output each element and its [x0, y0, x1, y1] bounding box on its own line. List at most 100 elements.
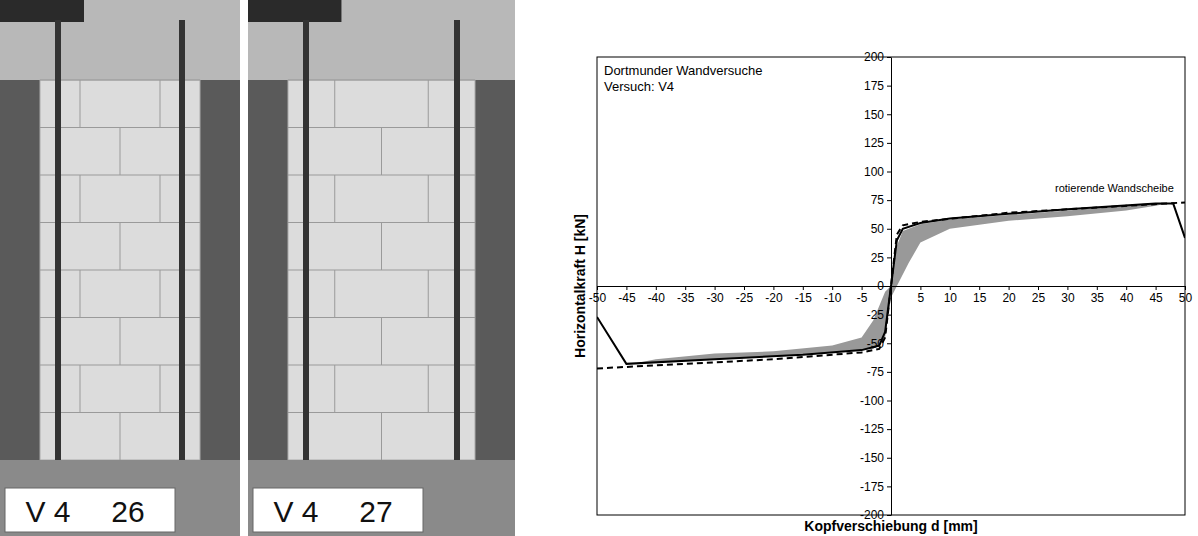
joint [288, 270, 475, 271]
y-tick: 50 [871, 222, 891, 236]
tie-rod [179, 20, 185, 465]
joint [120, 223, 121, 271]
x-tick: -20 [765, 286, 783, 305]
x-tick-mark [685, 286, 686, 290]
y-axis-title: Horizontalkraft H [kN] [572, 214, 588, 358]
joint [80, 80, 81, 128]
x-axis: -50-45-40-35-30-25-20-15-10-551015202530… [589, 286, 1193, 305]
y-tick-mark [887, 57, 891, 58]
y-tick: -50 [867, 337, 891, 351]
wall [40, 80, 200, 460]
joint [80, 175, 81, 223]
card-number: 26 [111, 495, 144, 528]
x-tick: 50 [1179, 286, 1193, 305]
x-tick: 45 [1149, 286, 1163, 305]
joint [160, 175, 161, 223]
x-tick-mark [862, 286, 863, 290]
y-tick-label: -100 [860, 394, 884, 408]
x-tick-label: 15 [973, 291, 987, 305]
y-tick-mark [887, 143, 891, 144]
x-tick-label: -15 [795, 291, 813, 305]
x-tick-label: 20 [1002, 291, 1016, 305]
wall [288, 80, 475, 460]
x-tick-mark [1126, 286, 1127, 290]
x-tick-label: -10 [824, 291, 842, 305]
annotation: rotierende Wandscheibe [1055, 182, 1174, 194]
joint [428, 80, 429, 128]
x-tick-label: -35 [677, 291, 695, 305]
plot-frame [597, 57, 1185, 515]
y-tick: 0 [877, 279, 891, 293]
joint [40, 270, 200, 271]
tie-rod [55, 20, 61, 465]
x-tick: 20 [1002, 286, 1016, 305]
joint [428, 365, 429, 413]
x-tick-label: -30 [706, 291, 724, 305]
y-tick-mark [887, 200, 891, 201]
photo-background [0, 0, 240, 536]
y-tick-mark [887, 172, 891, 173]
joint [160, 270, 161, 318]
x-tick-label: -5 [857, 291, 868, 305]
y-tick-label: 75 [871, 193, 885, 207]
y-tick-mark [887, 286, 891, 287]
joint [160, 80, 161, 128]
actuator [0, 0, 84, 22]
joint [334, 175, 335, 223]
joint [288, 365, 475, 366]
y-tick-mark [887, 86, 891, 87]
joint [40, 365, 200, 366]
y-tick-mark [887, 458, 891, 459]
x-tick: 15 [973, 286, 987, 305]
card-label: V 4 [273, 495, 318, 528]
x-tick-mark [920, 286, 921, 290]
y-tick: 200 [864, 50, 891, 64]
actuator [248, 0, 341, 22]
x-tick: 35 [1091, 286, 1105, 305]
joint [334, 80, 335, 128]
y-tick: -100 [860, 394, 891, 408]
y-tick: -150 [860, 451, 891, 465]
x-tick-label: 35 [1091, 291, 1105, 305]
card-number: 27 [359, 495, 392, 528]
foundation [0, 460, 240, 536]
joint [80, 365, 81, 413]
x-tick: -10 [824, 286, 842, 305]
joint [334, 270, 335, 318]
x-tick-mark [979, 286, 980, 290]
joint [381, 223, 382, 271]
joint [160, 365, 161, 413]
x-tick: -15 [795, 286, 813, 305]
joint [381, 128, 382, 176]
joint [381, 318, 382, 366]
card [5, 488, 175, 532]
chart: -50-45-40-35-30-25-20-15-10-551015202530… [572, 50, 1192, 534]
y-tick-label: 200 [864, 50, 884, 64]
x-tick: 10 [944, 286, 958, 305]
y-tick: 75 [871, 193, 891, 207]
x-tick-label: -45 [618, 291, 636, 305]
subtitle: Versuch: V4 [604, 79, 674, 94]
x-tick-label: 25 [1032, 291, 1046, 305]
x-tick-label: 40 [1120, 291, 1134, 305]
x-tick: -5 [857, 286, 868, 305]
y-tick-label: 50 [871, 222, 885, 236]
x-tick-label: 10 [944, 291, 958, 305]
x-tick-mark [1097, 286, 1098, 290]
y-tick: 125 [864, 136, 891, 150]
x-tick-mark [1009, 286, 1010, 290]
top-beam [248, 0, 515, 80]
y-tick-label: 150 [864, 108, 884, 122]
y-tick-mark [887, 343, 891, 344]
y-tick: 100 [864, 165, 891, 179]
x-tick: -40 [648, 286, 666, 305]
x-tick-label: -40 [648, 291, 666, 305]
x-tick-label: -25 [736, 291, 754, 305]
y-tick-mark [887, 229, 891, 230]
y-tick-label: -125 [860, 422, 884, 436]
top-beam [0, 0, 240, 80]
x-axis-title: Kopfverschiebung d [mm] [804, 518, 977, 534]
x-tick-label: 5 [918, 291, 925, 305]
x-tick-mark [656, 286, 657, 290]
x-tick-mark [803, 286, 804, 290]
